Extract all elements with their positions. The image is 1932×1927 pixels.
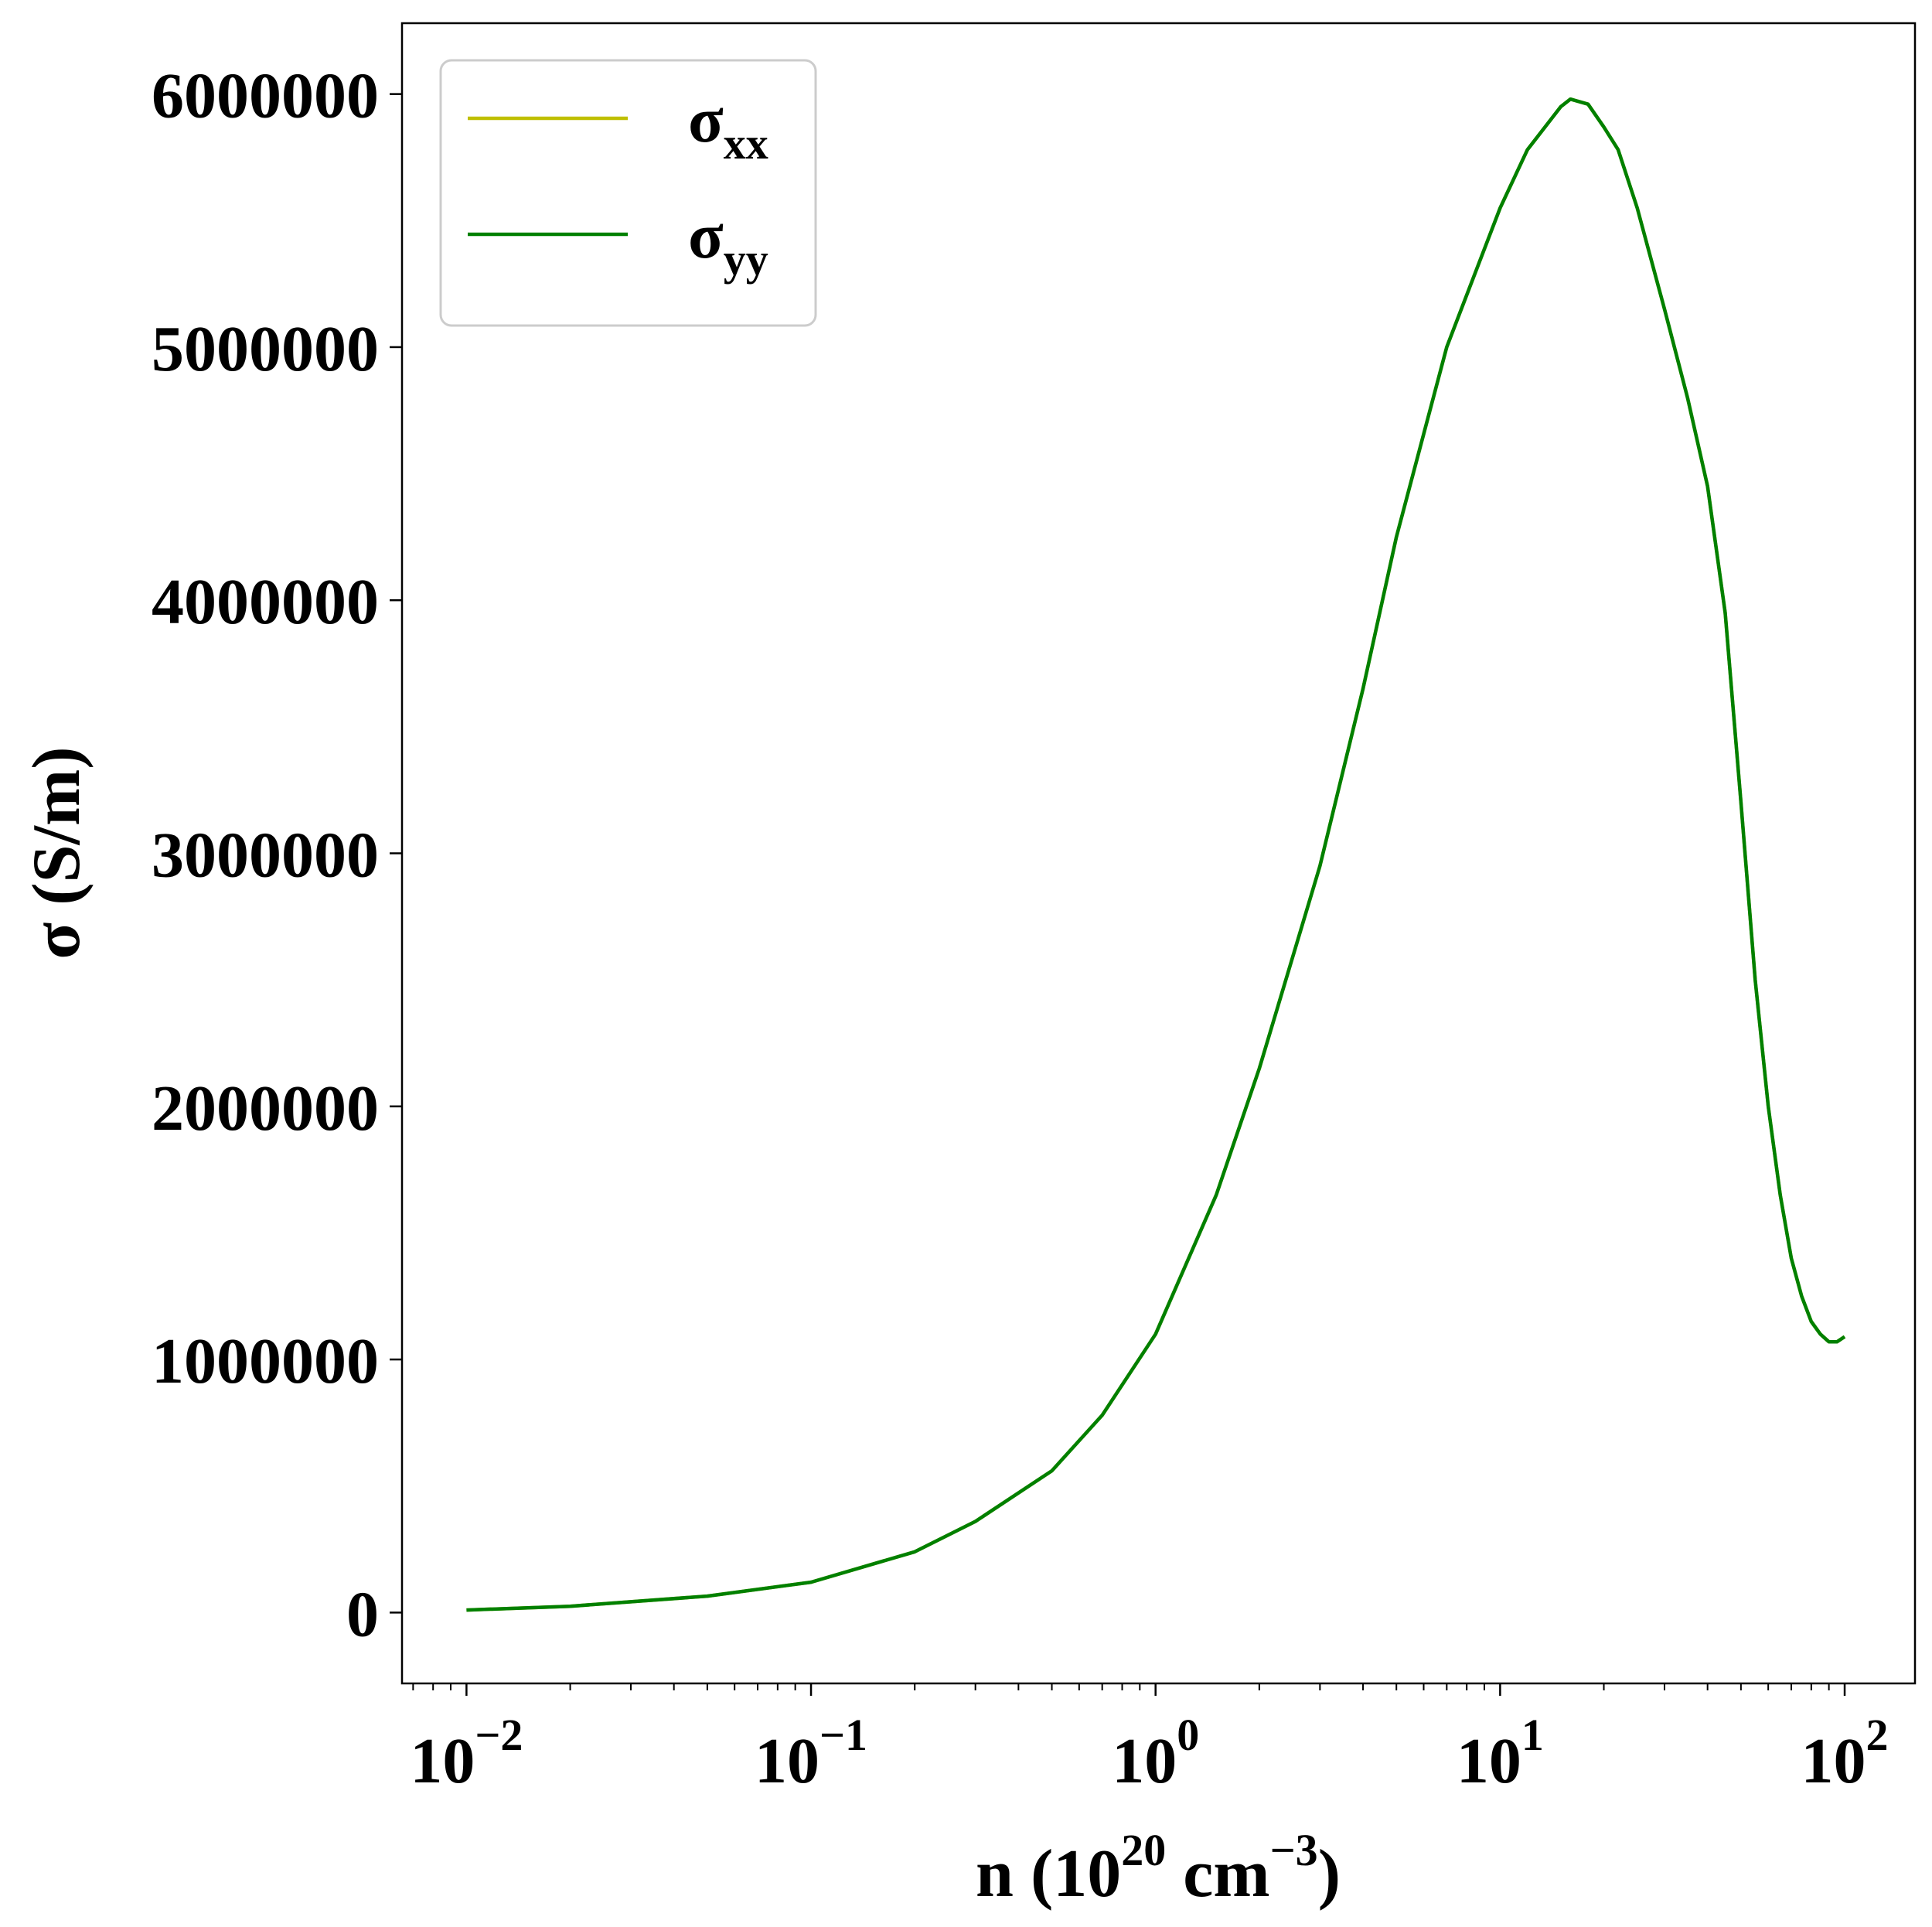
x-tick-label-base: 10: [1801, 1725, 1866, 1797]
x-axis-title-suffix: ): [1318, 1837, 1341, 1912]
x-tick-label: 101: [1457, 1710, 1544, 1797]
legend-frame: [439, 59, 817, 327]
x-tick-label-base: 10: [1457, 1725, 1521, 1797]
x-axis-title-middle: cm: [1166, 1837, 1269, 1912]
y-axis-title: σ (S/m): [19, 746, 94, 959]
x-tick-label: 100: [1112, 1710, 1199, 1797]
x-tick-label-base: 10: [410, 1725, 475, 1797]
y-axis-ticks: 0 1000000 2000000 3000000 4000000 5000000 6000…: [152, 60, 402, 1650]
x-axis-title-exp: 20: [1121, 1825, 1166, 1875]
y-tick-label: 6000000: [152, 60, 379, 132]
x-tick-label-exp: 0: [1177, 1710, 1199, 1760]
legend-label-xx: σxx: [688, 84, 768, 169]
x-tick-label-base: 10: [1112, 1725, 1177, 1797]
x-axis-title-exp2: −3: [1270, 1825, 1318, 1875]
x-tick-label-base: 10: [755, 1725, 819, 1797]
y-tick-label: 3000000: [152, 820, 379, 892]
y-tick-label: 0: [346, 1578, 379, 1650]
x-tick-label-exp: −2: [475, 1710, 523, 1760]
x-tick-label: 10−1: [755, 1710, 867, 1797]
x-axis-ticks: 10−2 10−1 100 101 102: [410, 1683, 1889, 1797]
legend-label-base: σ: [688, 84, 724, 156]
legend-label-sub: xx: [724, 118, 768, 169]
legend-label-yy: σyy: [688, 200, 768, 285]
y-tick-label: 2000000: [152, 1073, 379, 1144]
y-tick-label: 1000000: [152, 1325, 379, 1397]
x-tick-label-exp: −1: [819, 1710, 867, 1760]
x-tick-label-exp: 2: [1866, 1710, 1889, 1760]
x-tick-label-exp: 1: [1521, 1710, 1544, 1760]
x-tick-label: 102: [1801, 1710, 1889, 1797]
series-layer: [466, 97, 1846, 1612]
legend-label-base: σ: [688, 200, 724, 272]
series-line-yy: [466, 97, 1846, 1612]
x-axis-title-prefix: n (10: [976, 1837, 1121, 1912]
y-tick-label: 5000000: [152, 313, 379, 385]
y-tick-label: 4000000: [152, 566, 379, 638]
x-axis-title: n (1020 cm−3): [976, 1825, 1341, 1912]
legend-label-sub: yy: [724, 234, 768, 285]
x-tick-label: 10−2: [410, 1710, 523, 1797]
